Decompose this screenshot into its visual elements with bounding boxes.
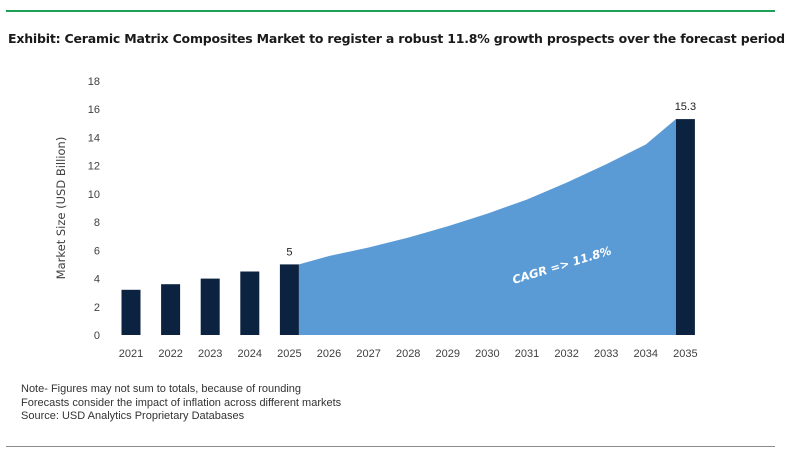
x-tick-label: 2034	[634, 348, 658, 360]
x-tick-label: 2033	[594, 348, 618, 360]
y-axis-title: Market Size (USD Billion)	[54, 137, 68, 280]
y-tick-label: 10	[88, 189, 100, 201]
top-rule	[6, 10, 775, 12]
y-tick-label: 0	[94, 330, 100, 342]
bar-2022	[161, 284, 181, 335]
x-tick-label: 2031	[515, 348, 539, 360]
notes-block: Note- Figures may not sum to totals, bec…	[21, 383, 341, 424]
x-tick-label: 2028	[396, 348, 420, 360]
x-tick-label: 2027	[356, 348, 380, 360]
x-tick-label: 2023	[198, 348, 222, 360]
bar-2023	[200, 278, 220, 335]
x-tick-label: 2030	[475, 348, 499, 360]
y-tick-label: 2	[94, 302, 100, 314]
x-tick-label: 2035	[673, 348, 697, 360]
y-tick-label: 12	[88, 161, 100, 173]
x-tick-label: 2026	[317, 348, 341, 360]
chart-title: Exhibit: Ceramic Matrix Composites Marke…	[8, 31, 785, 46]
y-tick-label: 6	[94, 245, 100, 257]
y-tick-label: 16	[88, 104, 100, 116]
bar-2024	[240, 271, 260, 335]
x-tick-label: 2022	[158, 348, 182, 360]
bar-2025	[279, 264, 299, 335]
data-label-2025: 5	[286, 246, 292, 258]
x-tick-label: 2032	[554, 348, 578, 360]
y-tick-label: 18	[88, 76, 100, 88]
y-tick-label: 4	[94, 274, 100, 286]
forecast-area	[298, 119, 676, 335]
bottom-rule	[6, 446, 775, 447]
x-tick-label: 2029	[436, 348, 460, 360]
note-rounding: Note- Figures may not sum to totals, bec…	[21, 383, 302, 395]
x-tick-label: 2024	[238, 348, 262, 360]
x-tick-label: 2025	[277, 348, 301, 360]
y-tick-label: 14	[88, 132, 100, 144]
note-inflation: Forecasts consider the impact of inflati…	[21, 396, 342, 409]
bar-2021	[121, 289, 141, 335]
y-tick-label: 8	[94, 217, 100, 229]
x-tick-label: 2021	[119, 348, 143, 360]
note-source: Source: USD Analytics Proprietary Databa…	[21, 410, 245, 422]
data-label-2035: 15.3	[675, 101, 696, 113]
bar-2035	[675, 119, 695, 335]
